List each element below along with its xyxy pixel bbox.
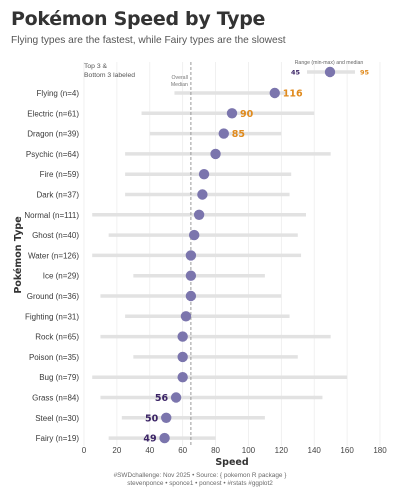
- caption-credits: stevenponce • sponce1 • poncest • #rstat…: [127, 480, 273, 487]
- median-point: [170, 392, 182, 403]
- median-point: [177, 372, 188, 383]
- legend-min-label: 45: [291, 69, 301, 77]
- median-point: [185, 270, 197, 281]
- category-label: Normal (n=111): [24, 211, 79, 220]
- median-point: [197, 189, 208, 200]
- top-bottom-note: Top 3 &: [84, 63, 108, 70]
- median-point: [193, 209, 205, 220]
- x-tick-label: 60: [178, 446, 187, 455]
- category-label: Ghost (n=40): [32, 231, 79, 240]
- value-label: 49: [143, 434, 156, 445]
- x-tick-label: 160: [340, 446, 354, 455]
- chart-subtitle: Flying types are the fastest, while Fair…: [11, 35, 286, 46]
- legend-median-point: [324, 66, 336, 78]
- category-label: Psychic (n=64): [26, 150, 79, 159]
- category-label: Rock (n=65): [35, 333, 79, 342]
- value-label: 116: [283, 89, 303, 100]
- value-label: 56: [155, 393, 169, 404]
- median-point: [210, 148, 221, 160]
- median-point: [177, 331, 188, 342]
- x-tick-label: 140: [308, 446, 322, 455]
- x-tick-label: 120: [275, 446, 289, 455]
- category-label: Steel (n=30): [35, 414, 79, 423]
- median-point: [161, 412, 172, 423]
- median-point: [188, 229, 200, 241]
- median-point: [180, 311, 192, 322]
- median-point: [218, 128, 229, 139]
- x-tick-label: 80: [211, 446, 220, 455]
- legend-max-label: 95: [360, 69, 370, 77]
- chart-title: Pokémon Speed by Type: [11, 8, 266, 30]
- value-label: 90: [240, 109, 254, 120]
- category-label: Ice (n=29): [43, 272, 80, 281]
- category-label: Fairy (n=19): [36, 434, 80, 443]
- category-label: Poison (n=35): [29, 353, 79, 362]
- x-tick-label: 40: [145, 446, 154, 455]
- category-label: Ground (n=36): [27, 292, 80, 301]
- category-label: Fighting (n=31): [25, 312, 79, 321]
- category-label: Bug (n=79): [39, 373, 79, 382]
- category-label: Dragon (n=39): [27, 130, 79, 139]
- top-bottom-note: Bottom 3 labeled: [84, 72, 135, 79]
- y-axis-title: Pokémon Type: [13, 216, 24, 293]
- overall-median-label: Overall: [171, 75, 187, 81]
- median-point: [198, 169, 210, 180]
- category-label: Water (n=126): [28, 251, 79, 260]
- x-tick-label: 180: [373, 446, 387, 455]
- value-label: 50: [145, 413, 159, 424]
- median-point: [177, 351, 188, 363]
- category-label: Grass (n=84): [32, 394, 79, 403]
- median-point: [226, 108, 238, 119]
- x-tick-label: 100: [242, 446, 256, 455]
- x-tick-label: 20: [112, 446, 121, 455]
- value-label: 85: [232, 129, 245, 140]
- category-label: Electric (n=61): [27, 109, 79, 118]
- category-label: Flying (n=4): [37, 89, 80, 98]
- median-point: [159, 432, 170, 444]
- category-label: Dark (n=37): [37, 191, 80, 200]
- x-tick-label: 0: [82, 446, 87, 455]
- median-point: [185, 250, 197, 261]
- x-axis-title: Speed: [215, 457, 248, 468]
- caption-source: #SWDchallenge: Nov 2025 • Source: { poke…: [113, 472, 287, 479]
- median-point: [185, 290, 197, 302]
- legend-title: Range (min-max) and median: [295, 60, 364, 66]
- overall-median-label: Median: [171, 82, 188, 88]
- median-point: [269, 87, 280, 99]
- category-label: Fire (n=59): [40, 170, 80, 179]
